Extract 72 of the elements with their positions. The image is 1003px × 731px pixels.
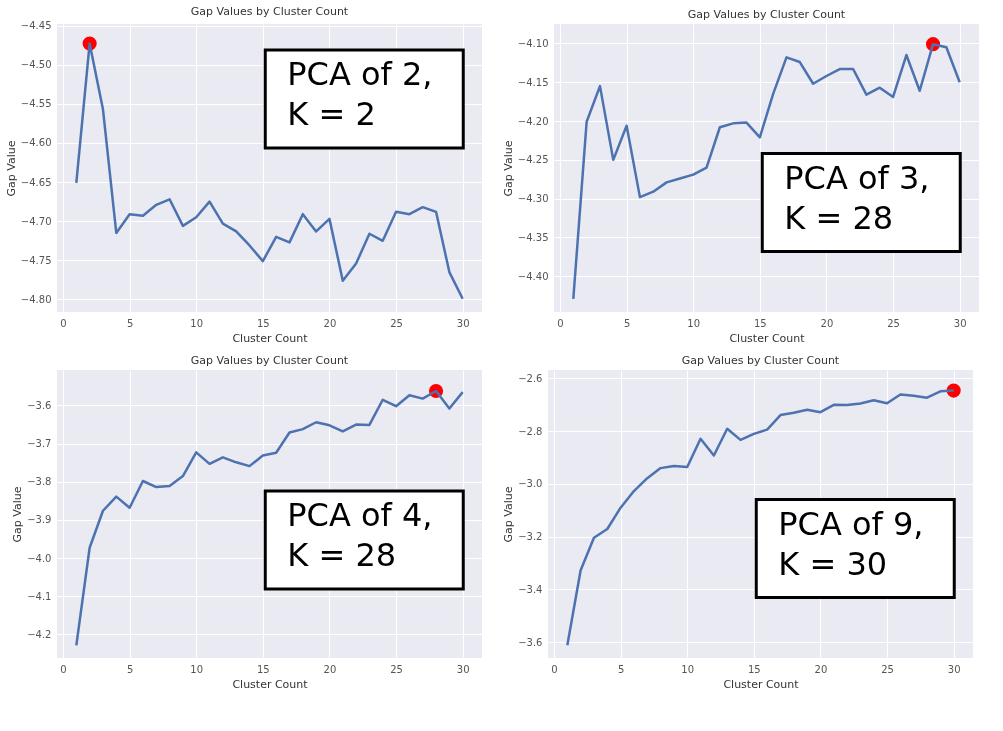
- y-tick-label: −2.6: [518, 372, 543, 384]
- x-tick-label: 25: [887, 317, 900, 329]
- y-tick-label: −4.60: [20, 137, 52, 149]
- x-tick-label: 15: [256, 663, 270, 675]
- x-tick-label: 30: [947, 663, 961, 675]
- y-axis-title: Gap Value: [11, 486, 25, 543]
- x-tick-label: 15: [256, 317, 270, 329]
- y-tick-label: −3.6: [27, 399, 52, 411]
- y-tick-label: −4.1: [27, 590, 52, 602]
- x-tick-label: 30: [456, 317, 470, 329]
- y-axis-title: Gap Value: [501, 140, 515, 197]
- x-tick-label: 5: [617, 663, 625, 675]
- y-axis-title: Gap Value: [4, 140, 18, 197]
- x-tick-label: 0: [60, 663, 67, 675]
- x-tick-label: 0: [557, 317, 564, 329]
- y-axis-title: Gap Value: [502, 486, 516, 543]
- y-tick-label: −3.7: [27, 438, 52, 450]
- x-axis-title: Cluster Count: [232, 331, 309, 345]
- chart-title: Gap Values by Cluster Count: [681, 354, 840, 367]
- x-tick-label: 10: [190, 317, 204, 329]
- y-tick-label: −4.40: [517, 270, 549, 282]
- y-tick-label: −4.35: [517, 231, 549, 243]
- y-tick-label: −3.0: [518, 478, 543, 490]
- annotation: PCA of 2, K = 2: [287, 54, 433, 133]
- y-tick-label: −4.65: [20, 176, 52, 188]
- annotation: PCA of 3, K = 28: [784, 158, 930, 237]
- chart-title: Gap Values by Cluster Count: [190, 4, 349, 18]
- y-tick-label: −3.4: [518, 583, 543, 595]
- y-tick-label: −4.50: [20, 59, 52, 71]
- x-tick-label: 5: [126, 317, 134, 329]
- y-tick-label: −4.45: [20, 20, 52, 32]
- y-tick-label: −4.15: [517, 76, 549, 88]
- x-tick-label: 25: [390, 663, 403, 675]
- x-tick-label: 10: [190, 663, 204, 675]
- y-tick-label: −4.20: [517, 115, 549, 127]
- y-tick-label: −2.8: [518, 425, 543, 437]
- y-tick-label: −4.55: [20, 98, 52, 110]
- annotation: PCA of 9, K = 30: [778, 504, 924, 583]
- annotation: PCA of 4, K = 28: [287, 495, 433, 574]
- x-tick-label: 20: [820, 317, 834, 329]
- x-axis-title: Cluster Count: [232, 677, 309, 691]
- y-tick-label: −4.75: [20, 254, 52, 266]
- x-axis-title: Cluster Count: [723, 677, 800, 691]
- x-tick-label: 15: [753, 317, 767, 329]
- y-tick-label: −3.8: [27, 476, 52, 488]
- y-tick-label: −4.80: [20, 293, 52, 305]
- x-tick-label: 5: [126, 663, 134, 675]
- y-tick-label: −3.2: [518, 531, 543, 543]
- y-tick-label: −4.2: [27, 628, 52, 640]
- x-tick-label: 25: [881, 663, 894, 675]
- y-tick-label: −4.70: [20, 215, 52, 227]
- x-tick-label: 10: [687, 317, 701, 329]
- y-tick-label: −4.10: [517, 37, 549, 49]
- y-tick-label: −3.9: [27, 514, 52, 526]
- x-tick-label: 30: [456, 663, 470, 675]
- y-tick-label: −4.0: [27, 552, 52, 564]
- chart-title: Gap Values by Cluster Count: [687, 8, 846, 21]
- x-tick-label: 0: [551, 663, 558, 675]
- x-tick-label: 10: [681, 663, 695, 675]
- y-tick-label: −4.25: [517, 154, 549, 166]
- x-tick-label: 25: [390, 317, 403, 329]
- x-tick-label: 15: [747, 663, 761, 675]
- chart-title: Gap Values by Cluster Count: [190, 354, 349, 367]
- x-tick-label: 20: [814, 663, 828, 675]
- y-tick-label: −4.30: [517, 193, 549, 205]
- x-axis-title: Cluster Count: [729, 331, 806, 345]
- x-tick-label: 20: [323, 317, 337, 329]
- x-tick-label: 0: [60, 317, 67, 329]
- x-tick-label: 20: [323, 663, 337, 675]
- y-tick-label: −3.6: [518, 636, 543, 648]
- x-tick-label: 30: [953, 317, 967, 329]
- x-tick-label: 5: [623, 317, 631, 329]
